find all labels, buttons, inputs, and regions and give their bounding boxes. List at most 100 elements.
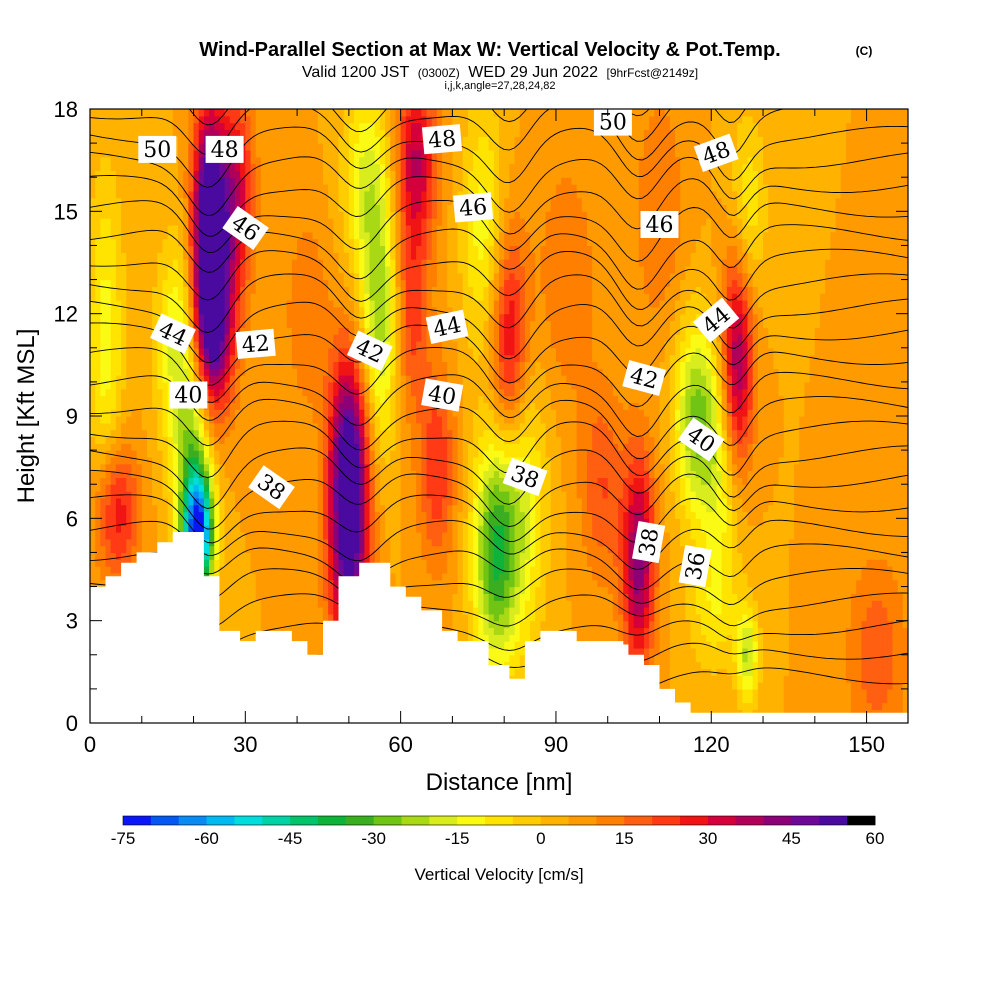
velocity-cell bbox=[193, 224, 200, 233]
velocity-cell bbox=[322, 300, 329, 308]
velocity-cell bbox=[126, 347, 133, 356]
velocity-cell bbox=[343, 388, 350, 397]
velocity-cell bbox=[266, 320, 272, 328]
velocity-cell bbox=[260, 143, 267, 151]
velocity-cell bbox=[95, 136, 101, 144]
velocity-cell bbox=[234, 238, 241, 247]
velocity-cell bbox=[302, 572, 309, 581]
velocity-cell bbox=[229, 395, 236, 403]
velocity-cell bbox=[271, 613, 277, 622]
velocity-cell bbox=[90, 504, 96, 513]
velocity-cell bbox=[307, 300, 314, 308]
velocity-cell bbox=[229, 109, 236, 117]
velocity-cell bbox=[193, 484, 200, 492]
velocity-cell bbox=[146, 491, 153, 499]
velocity-cell bbox=[364, 327, 371, 335]
velocity-cell bbox=[183, 286, 189, 294]
velocity-cell bbox=[240, 306, 246, 315]
velocity-cell bbox=[152, 286, 158, 294]
velocity-cell bbox=[167, 293, 174, 301]
velocity-cell bbox=[121, 170, 127, 178]
velocity-cell bbox=[297, 456, 303, 465]
velocity-cell bbox=[90, 361, 96, 369]
velocity-cell bbox=[224, 572, 231, 581]
velocity-cell bbox=[281, 402, 288, 410]
velocity-cell bbox=[131, 238, 138, 247]
velocity-cell bbox=[302, 122, 309, 131]
velocity-cell bbox=[255, 422, 262, 431]
velocity-cell bbox=[198, 340, 205, 349]
velocity-cell bbox=[302, 470, 309, 478]
velocity-cell bbox=[209, 504, 215, 513]
velocity-cell bbox=[312, 422, 319, 431]
velocity-cell bbox=[260, 402, 267, 410]
velocity-cell bbox=[131, 436, 138, 444]
velocity-cell bbox=[219, 197, 226, 206]
velocity-cell bbox=[369, 184, 376, 192]
velocity-cell bbox=[359, 538, 365, 547]
velocity-cell bbox=[338, 286, 345, 294]
velocity-cell bbox=[95, 579, 101, 588]
velocity-cell bbox=[146, 429, 153, 438]
velocity-cell bbox=[322, 204, 329, 212]
velocity-cell bbox=[95, 429, 101, 438]
velocity-cell bbox=[317, 184, 324, 192]
velocity-cell bbox=[369, 320, 376, 328]
velocity-cell bbox=[115, 115, 122, 124]
velocity-cell bbox=[183, 149, 189, 158]
velocity-cell bbox=[266, 306, 272, 315]
velocity-cell bbox=[183, 525, 189, 533]
velocity-cell bbox=[110, 381, 117, 390]
velocity-cell bbox=[115, 286, 122, 294]
velocity-cell bbox=[172, 504, 179, 513]
velocity-cell bbox=[255, 184, 262, 192]
velocity-cell bbox=[302, 375, 309, 383]
velocity-cell bbox=[90, 436, 96, 444]
velocity-cell bbox=[234, 456, 241, 465]
velocity-cell bbox=[317, 470, 324, 478]
velocity-cell bbox=[105, 306, 112, 315]
velocity-cell bbox=[178, 184, 184, 192]
velocity-cell bbox=[333, 436, 340, 444]
velocity-cell bbox=[157, 238, 164, 247]
velocity-cell bbox=[255, 518, 262, 526]
velocity-cell bbox=[354, 491, 360, 499]
velocity-cell bbox=[90, 245, 96, 253]
velocity-cell bbox=[131, 293, 138, 301]
velocity-cell bbox=[157, 381, 164, 390]
velocity-cell bbox=[95, 109, 101, 117]
velocity-cell bbox=[183, 320, 189, 328]
velocity-cell bbox=[266, 238, 272, 247]
velocity-cell bbox=[100, 450, 107, 458]
velocity-cell bbox=[302, 559, 309, 567]
velocity-cell bbox=[95, 320, 101, 328]
velocity-cell bbox=[338, 347, 345, 356]
velocity-cell bbox=[234, 109, 241, 117]
velocity-cell bbox=[343, 334, 350, 342]
velocity-cell bbox=[224, 395, 231, 403]
velocity-cell bbox=[302, 340, 309, 349]
velocity-cell bbox=[234, 375, 241, 383]
velocity-cell bbox=[255, 115, 262, 124]
velocity-cell bbox=[224, 491, 231, 499]
velocity-cell bbox=[374, 456, 381, 465]
velocity-cell bbox=[354, 129, 360, 137]
velocity-cell bbox=[333, 361, 340, 369]
velocity-cell bbox=[146, 109, 153, 117]
velocity-cell bbox=[328, 354, 334, 363]
velocity-cell bbox=[369, 429, 376, 438]
velocity-cell bbox=[178, 265, 184, 274]
velocity-cell bbox=[286, 286, 293, 294]
velocity-cell bbox=[188, 143, 195, 151]
velocity-cell bbox=[219, 320, 226, 328]
velocity-cell bbox=[354, 395, 360, 403]
velocity-cell bbox=[312, 402, 319, 410]
velocity-cell bbox=[121, 136, 127, 144]
velocity-cell bbox=[250, 552, 257, 560]
velocity-cell bbox=[141, 354, 148, 363]
velocity-cell bbox=[260, 586, 267, 594]
velocity-cell bbox=[348, 484, 355, 492]
velocity-cell bbox=[312, 566, 319, 574]
velocity-cell bbox=[281, 518, 288, 526]
velocity-cell bbox=[255, 381, 262, 390]
